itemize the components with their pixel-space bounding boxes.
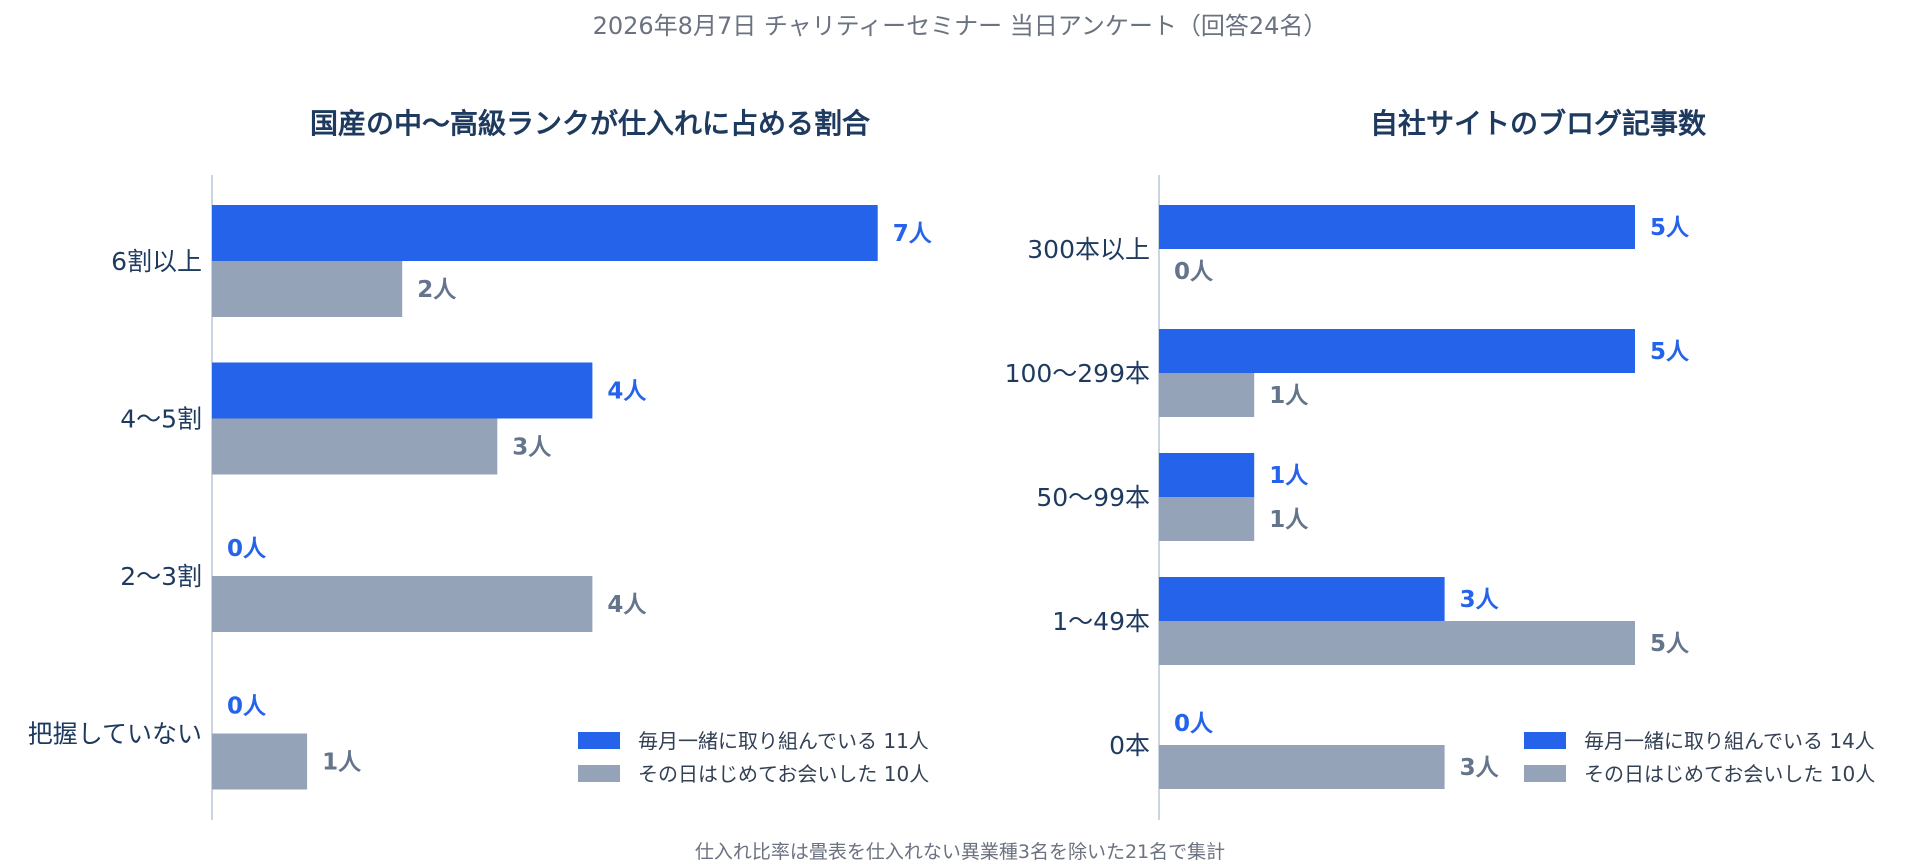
data-label: 3人	[1460, 755, 1500, 781]
data-label: 5人	[1650, 215, 1690, 241]
data-label: 1人	[1269, 463, 1309, 489]
legend-swatch	[578, 765, 620, 782]
bar-first-time	[212, 733, 308, 790]
data-label: 1人	[1269, 507, 1309, 533]
bar-regular	[212, 205, 878, 261]
data-label: 7人	[893, 221, 933, 247]
chart-title: 自社サイトのブログ記事数	[1370, 107, 1707, 140]
page-title: 2026年8月7日 チャリティーセミナー 当日アンケート（回答24名）	[592, 12, 1328, 40]
category-label: 2〜3割	[120, 562, 202, 591]
data-label: 0人	[227, 536, 267, 562]
legend-swatch	[1524, 732, 1566, 749]
bar-first-time	[1159, 621, 1635, 665]
legend-label: 毎月一緒に取り組んでいる 14人	[1584, 729, 1875, 753]
category-label: 0本	[1109, 731, 1150, 760]
data-label: 3人	[1460, 587, 1500, 613]
data-label: 2人	[417, 277, 457, 303]
data-label: 1人	[1269, 383, 1309, 409]
footnote: 仕入れ比率は畳表を仕入れない異業種3名を除いた21名で集計	[694, 841, 1226, 863]
bar-regular	[1159, 205, 1635, 249]
category-label: 把握していない	[28, 720, 202, 749]
category-label: 6割以上	[111, 247, 202, 276]
bar-first-time	[1159, 373, 1255, 417]
bar-regular	[1159, 577, 1445, 621]
category-label: 4〜5割	[120, 405, 202, 434]
data-label: 5人	[1650, 631, 1690, 657]
category-label: 300本以上	[1027, 235, 1150, 264]
data-label: 5人	[1650, 339, 1690, 365]
data-label: 4人	[607, 379, 647, 405]
bar-first-time	[212, 576, 593, 632]
data-label: 3人	[512, 435, 552, 461]
category-label: 50〜99本	[1036, 483, 1150, 512]
bar-regular	[1159, 453, 1255, 497]
data-label: 0人	[1174, 711, 1214, 737]
category-label: 1〜49本	[1052, 607, 1150, 636]
legend-label: その日はじめてお会いした 10人	[1584, 762, 1875, 786]
bar-first-time	[212, 418, 498, 475]
legend-swatch	[578, 732, 620, 749]
category-label: 100〜299本	[1005, 359, 1150, 388]
bar-first-time	[212, 261, 403, 317]
bar-first-time	[1159, 745, 1445, 789]
chart-title: 国産の中〜高級ランクが仕入れに占める割合	[310, 107, 871, 140]
bar-regular	[1159, 329, 1635, 373]
data-label: 0人	[227, 694, 267, 720]
bar-regular	[212, 362, 593, 419]
data-label: 1人	[322, 750, 362, 776]
bar-first-time	[1159, 497, 1255, 541]
legend-label: 毎月一緒に取り組んでいる 11人	[638, 729, 929, 753]
data-label: 0人	[1174, 259, 1214, 285]
legend-label: その日はじめてお会いした 10人	[638, 762, 929, 786]
data-label: 4人	[607, 592, 647, 618]
legend-swatch	[1524, 765, 1566, 782]
